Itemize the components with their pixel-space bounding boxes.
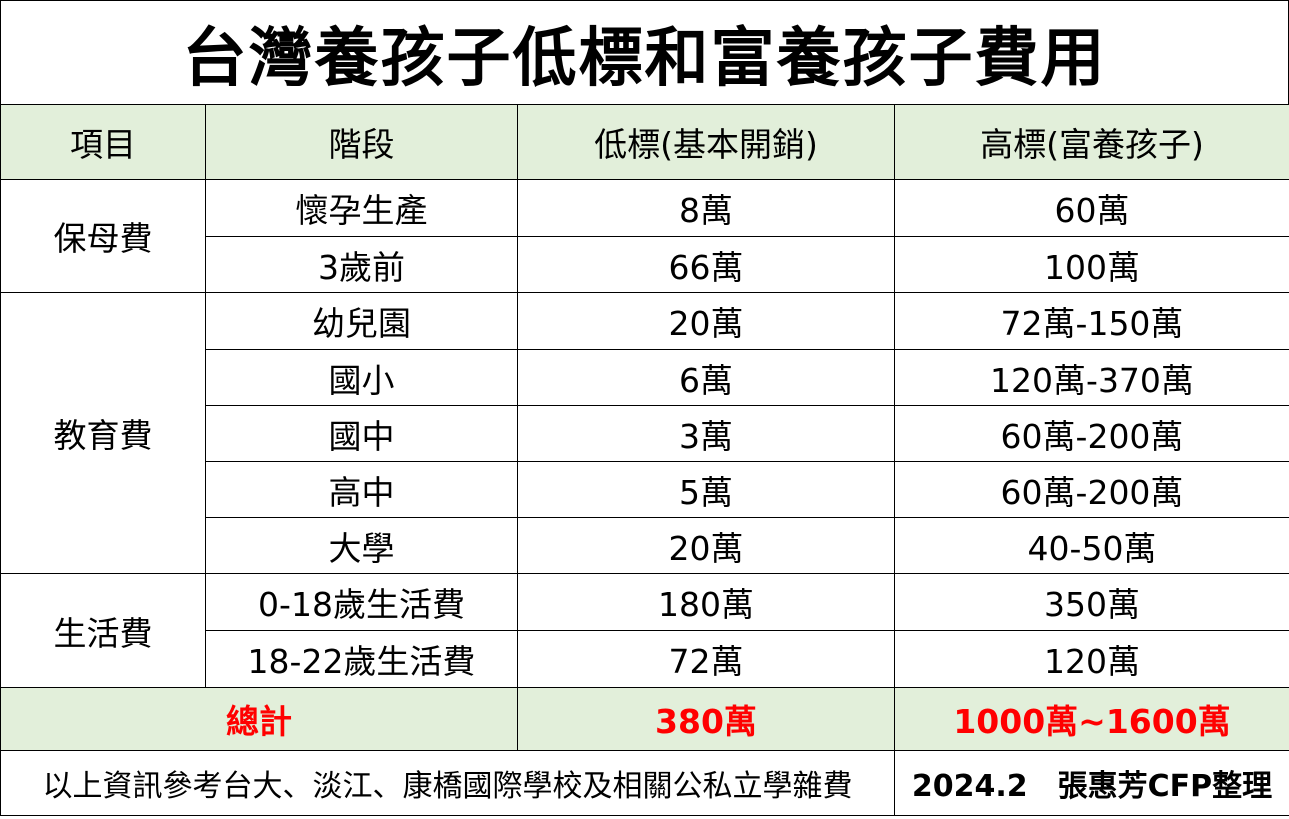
cost-table: 項目 階段 低標(基本開銷) 高標(富養孩子) 保母費 懷孕生產 8萬 60萬 …	[0, 104, 1289, 816]
high-cell: 350萬	[895, 574, 1289, 631]
stage-cell: 懷孕生產	[206, 180, 518, 237]
stage-cell: 國小	[206, 350, 518, 406]
footer-row: 以上資訊參考台大、淡江、康橋國際學校及相關公私立學雜費 2024.2 張惠芳CF…	[1, 751, 1289, 816]
total-low: 380萬	[518, 688, 895, 751]
low-cell: 20萬	[518, 518, 895, 574]
low-cell: 66萬	[518, 237, 895, 293]
high-cell: 72萬-150萬	[895, 293, 1289, 350]
stage-cell: 3歲前	[206, 237, 518, 293]
group-label-education: 教育費	[1, 293, 206, 574]
stage-cell: 大學	[206, 518, 518, 574]
high-cell: 60萬	[895, 180, 1289, 237]
header-low: 低標(基本開銷)	[518, 105, 895, 180]
high-cell: 100萬	[895, 237, 1289, 293]
source-note: 以上資訊參考台大、淡江、康橋國際學校及相關公私立學雜費	[1, 751, 895, 816]
high-cell: 40-50萬	[895, 518, 1289, 574]
high-cell: 120萬-370萬	[895, 350, 1289, 406]
low-cell: 3萬	[518, 406, 895, 462]
stage-cell: 0-18歲生活費	[206, 574, 518, 631]
header-row: 項目 階段 低標(基本開銷) 高標(富養孩子)	[1, 105, 1289, 180]
table-row: 保母費 懷孕生產 8萬 60萬	[1, 180, 1289, 237]
stage-cell: 高中	[206, 462, 518, 518]
stage-cell: 幼兒園	[206, 293, 518, 350]
table-row: 生活費 0-18歲生活費 180萬 350萬	[1, 574, 1289, 631]
header-high: 高標(富養孩子)	[895, 105, 1289, 180]
low-cell: 180萬	[518, 574, 895, 631]
low-cell: 20萬	[518, 293, 895, 350]
low-cell: 5萬	[518, 462, 895, 518]
author-credit: 2024.2 張惠芳CFP整理	[895, 751, 1289, 816]
high-cell: 120萬	[895, 631, 1289, 688]
high-cell: 60萬-200萬	[895, 406, 1289, 462]
low-cell: 72萬	[518, 631, 895, 688]
low-cell: 6萬	[518, 350, 895, 406]
total-row: 總計 380萬 1000萬~1600萬	[1, 688, 1289, 751]
stage-cell: 18-22歲生活費	[206, 631, 518, 688]
header-item: 項目	[1, 105, 206, 180]
total-label: 總計	[1, 688, 518, 751]
header-stage: 階段	[206, 105, 518, 180]
group-label-nanny: 保母費	[1, 180, 206, 293]
table-row: 教育費 幼兒園 20萬 72萬-150萬	[1, 293, 1289, 350]
group-label-living: 生活費	[1, 574, 206, 688]
low-cell: 8萬	[518, 180, 895, 237]
high-cell: 60萬-200萬	[895, 462, 1289, 518]
total-high: 1000萬~1600萬	[895, 688, 1289, 751]
page-title: 台灣養孩子低標和富養孩子費用	[0, 0, 1289, 104]
stage-cell: 國中	[206, 406, 518, 462]
